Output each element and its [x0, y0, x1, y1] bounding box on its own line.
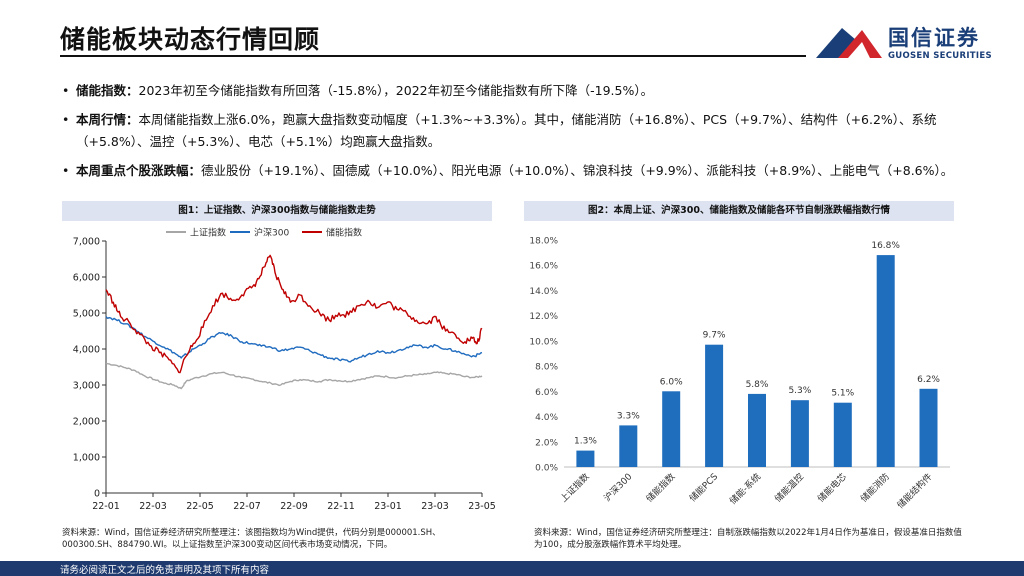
- y-tick-label: 5,000: [73, 309, 100, 320]
- x-tick-label: 23-01: [374, 501, 402, 512]
- bullet-weekly-market: 本周行情：本周储能指数上涨6.0%，跑赢大盘指数变动幅度（+1.3%~+3.3%…: [62, 109, 992, 153]
- figure1-header: 图1：上证指数、沪深300指数与储能指数走势: [62, 201, 492, 221]
- y-tick-label: 2,000: [73, 417, 100, 428]
- bar-value-label: 9.7%: [703, 331, 726, 341]
- summary-bullets: 储能指数：2023年初至今储能指数有所回落（-15.8%），2022年初至今储能…: [62, 80, 992, 189]
- series-line-1: [105, 362, 483, 390]
- bar-value-label: 1.3%: [574, 437, 597, 447]
- bar: [833, 402, 852, 467]
- legend-label: 上证指数: [190, 227, 226, 239]
- bar: [662, 391, 681, 467]
- bar-value-label: 5.8%: [746, 380, 769, 390]
- x-tick-label: 23-05: [468, 501, 496, 512]
- footer-bar: 请务必阅读正文之后的免责声明及其项下所有内容: [0, 561, 1024, 576]
- x-category-label: 储能温控: [772, 471, 806, 505]
- bar: [619, 425, 638, 467]
- bar-value-label: 16.8%: [871, 241, 900, 251]
- logo-mark-icon: [816, 28, 882, 58]
- x-category-label: 沪深300: [601, 470, 635, 504]
- bar: [748, 393, 766, 467]
- bar: [576, 450, 595, 467]
- x-tick-label: 22-09: [280, 501, 308, 512]
- x-tick-label: 22-03: [139, 501, 167, 512]
- bullet-text: 2023年初至今储能指数有所回落（-15.8%），2022年初至今储能指数有所下…: [138, 83, 654, 98]
- title-underline: [60, 55, 806, 57]
- x-category-label: 储能结构件: [894, 471, 934, 511]
- logo-english-name: GUOSEN SECURITIES: [888, 51, 992, 61]
- bar: [876, 255, 895, 467]
- x-category-label: 储能电芯: [815, 471, 849, 505]
- bar-value-label: 6.2%: [917, 375, 940, 385]
- y-tick-label: 1,000: [73, 453, 100, 464]
- page-title: 储能板块动态行情回顾: [60, 25, 321, 54]
- y-tick-label: 7,000: [73, 237, 100, 248]
- bar: [705, 344, 724, 467]
- bullet-label: 储能指数：: [76, 83, 139, 98]
- bullet-key-stocks: 本周重点个股涨跌幅：德业股份（+19.1%）、固德威（+10.0%）、阳光电源（…: [62, 160, 992, 182]
- bar-value-label: 5.3%: [788, 386, 811, 396]
- y-tick-label: 2.0%: [535, 438, 558, 448]
- y-tick-label: 6.0%: [535, 388, 558, 398]
- legend-label: 储能指数: [326, 227, 362, 239]
- figure2-source: 资料来源：Wind，国信证券经济研究所整理注：自制涨跌幅指数以2022年1月4日…: [534, 528, 962, 550]
- series-line-2: [105, 316, 483, 363]
- bullet-label: 本周重点个股涨跌幅：: [76, 163, 202, 178]
- y-tick-label: 0.0%: [535, 464, 558, 474]
- x-category-label: 储能指数: [643, 471, 677, 505]
- y-tick-label: 3,000: [73, 381, 100, 392]
- x-tick-label: 22-05: [186, 501, 214, 512]
- y-tick-label: 18.0%: [529, 237, 558, 247]
- x-tick-label: 22-07: [233, 501, 261, 512]
- bar: [919, 388, 938, 467]
- figure1-source: 资料来源：Wind，国信证券经济研究所整理注：该图指数均为Wind提供，代码分别…: [62, 528, 441, 550]
- x-tick-label: 23-03: [421, 501, 449, 512]
- bullet-storage-index: 储能指数：2023年初至今储能指数有所回落（-15.8%），2022年初至今储能…: [62, 80, 992, 102]
- line-chart: 上证指数 沪深300 储能指数 0 1,000 2,000 3,000 4,000 5,000 6…: [73, 227, 496, 513]
- footer-disclaimer: 请务必阅读正文之后的免责声明及其项下所有内容: [60, 565, 270, 576]
- y-tick-label: 14.0%: [529, 287, 558, 297]
- x-tick-label: 22-01: [92, 501, 120, 512]
- x-tick-label: 22-11: [327, 501, 355, 512]
- logo-chinese-name: 国信证券: [888, 26, 980, 50]
- x-category-label: 上证指数: [558, 471, 592, 505]
- bar-chart: 0.0% 2.0% 4.0% 6.0% 8.0% 10.0% 12.0% 14.0% 16.0%…: [529, 237, 950, 511]
- y-tick-label: 8.0%: [535, 363, 558, 373]
- bar-value-label: 5.1%: [831, 389, 854, 399]
- brand-logo: 国信证券 GUOSEN SECURITIES: [812, 18, 1012, 66]
- y-tick-label: 0: [94, 489, 100, 500]
- x-category-label: 储能消防: [858, 471, 892, 505]
- y-tick-label: 16.0%: [529, 262, 558, 272]
- y-tick-label: 6,000: [73, 273, 100, 284]
- bar-value-label: 3.3%: [617, 411, 640, 421]
- series-line-3: [105, 254, 483, 374]
- bar: [790, 400, 809, 467]
- x-category-label: 储能PCS: [687, 470, 721, 504]
- y-tick-label: 4.0%: [535, 413, 558, 423]
- bar-value-label: 6.0%: [660, 377, 683, 387]
- y-tick-label: 4,000: [73, 345, 100, 356]
- legend-label: 沪深300: [254, 227, 289, 239]
- y-tick-label: 12.0%: [529, 312, 558, 322]
- y-tick-label: 10.0%: [529, 337, 558, 347]
- figure2-header: 图2：本周上证、沪深300、储能指数及储能各环节自制涨跌幅指数行情: [524, 201, 954, 221]
- bullet-text: 德业股份（+19.1%）、固德威（+10.0%）、阳光电源（+10.0%）、锦浪…: [201, 163, 954, 178]
- x-category-label: 储能-系统: [727, 471, 763, 507]
- bullet-label: 本周行情：: [76, 112, 139, 127]
- bullet-text: 本周储能指数上涨6.0%，跑赢大盘指数变动幅度（+1.3%~+3.3%）。其中，…: [76, 112, 937, 149]
